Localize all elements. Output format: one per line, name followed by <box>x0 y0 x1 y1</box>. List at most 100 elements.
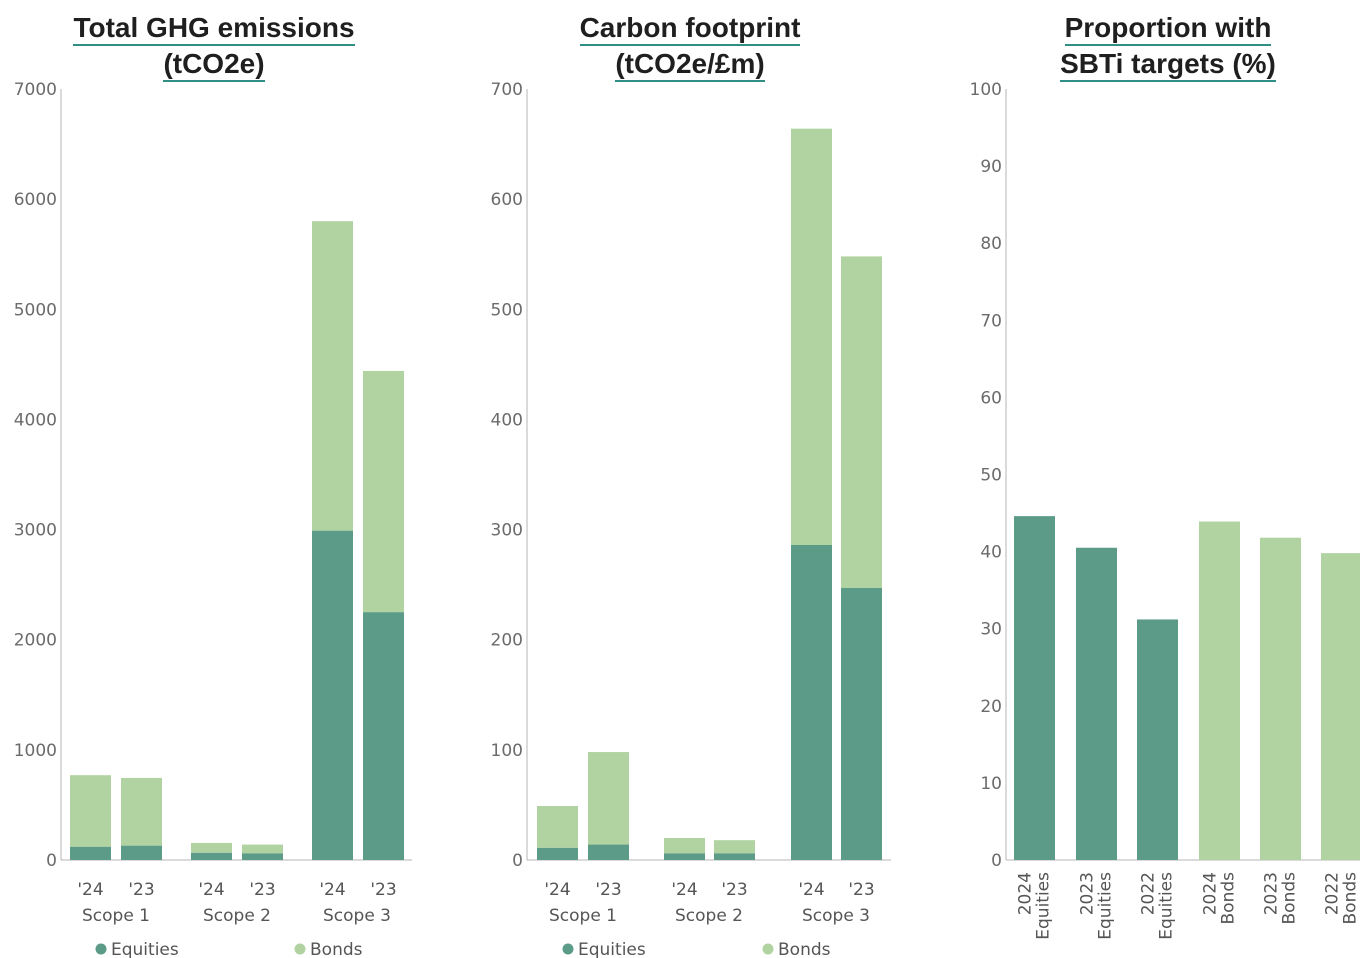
c1-bar-equities <box>537 847 578 860</box>
c0-group-label: Scope 1 <box>82 906 150 926</box>
c2-y-tick-label: 70 <box>980 311 1002 331</box>
c0-legend-bonds-marker <box>294 943 306 955</box>
c2-x-tick-label-year: 2023 <box>1262 872 1282 915</box>
c2-y-tick-label: 100 <box>970 80 1002 100</box>
c1-legend-bonds-label: Bonds <box>778 940 831 958</box>
chart-title-sbti-line1: Proportion with <box>1064 11 1272 46</box>
c2-x-tick-label-year: 2024 <box>1201 872 1221 915</box>
c2-y-tick-label: 30 <box>980 620 1002 640</box>
c0-legend-equities-label: Equities <box>111 940 179 958</box>
c2-y-tick-label: 0 <box>991 851 1002 871</box>
c1-bar-equities <box>588 844 629 860</box>
c0-bar-bonds <box>242 844 283 854</box>
c0-y-tick-label: 0 <box>46 851 57 871</box>
c0-group-label: Scope 2 <box>203 906 271 926</box>
c2-bar <box>1076 547 1117 860</box>
c0-legend-bonds-label: Bonds <box>310 940 363 958</box>
chart-title-ghg-line2: (tCO2e) <box>163 47 265 82</box>
c0-x-tick-label: '24 <box>77 880 103 900</box>
c2-y-tick-label: 80 <box>980 234 1002 254</box>
c2-x-tick-label-year: 2023 <box>1078 872 1098 915</box>
c0-y-tick-label: 2000 <box>14 631 57 651</box>
c2-x-tick-label-asset: Bonds <box>1341 872 1360 925</box>
c0-y-tick-label: 4000 <box>14 410 57 430</box>
c0-bar-bonds <box>363 370 404 613</box>
c1-y-tick-label: 100 <box>491 741 523 761</box>
c2-y-tick-label: 40 <box>980 543 1002 563</box>
c1-group-label: Scope 2 <box>675 906 743 926</box>
c2-y-tick-label: 20 <box>980 697 1002 717</box>
c2-x-tick-label-year: 2024 <box>1016 872 1036 915</box>
c1-y-tick-label: 600 <box>491 190 523 210</box>
c0-y-tick-label: 7000 <box>14 80 57 100</box>
chart-title-footprint-line1: Carbon footprint <box>579 11 801 46</box>
chart-title-ghg: Total GHG emissions (tCO2e) <box>34 10 394 82</box>
c0-x-tick-label: '24 <box>198 880 224 900</box>
c2-y-tick-label: 10 <box>980 774 1002 794</box>
c2-bar <box>1137 619 1178 860</box>
c0-bar-bonds <box>121 777 162 846</box>
c1-bar-equities <box>841 587 882 860</box>
c2-x-tick-label-asset: Bonds <box>1280 872 1300 925</box>
c2-y-tick-label: 60 <box>980 388 1002 408</box>
c2-y-tick-label: 50 <box>980 466 1002 486</box>
c0-group-label: Scope 3 <box>323 906 391 926</box>
c0-bar-equities <box>70 846 111 860</box>
c1-y-tick-label: 400 <box>491 410 523 430</box>
c1-bar-bonds <box>588 752 629 845</box>
c0-legend-equities-marker <box>95 943 107 955</box>
c1-bar-bonds <box>841 256 882 588</box>
c0-y-tick-label: 1000 <box>14 741 57 761</box>
c2-x-tick-label-year: 2022 <box>1323 872 1343 915</box>
c0-bar-bonds <box>312 221 353 531</box>
c0-y-tick-label: 5000 <box>14 300 57 320</box>
c1-bar-bonds <box>791 128 832 545</box>
c0-x-tick-label: '23 <box>370 880 396 900</box>
c2-x-tick-label-asset: Equities <box>1157 872 1177 940</box>
chart-title-ghg-line1: Total GHG emissions <box>73 11 355 46</box>
c0-bar-equities <box>121 845 162 860</box>
c1-bar-bonds <box>664 837 705 854</box>
c2-x-tick-label-asset: Equities <box>1096 872 1116 940</box>
c2-x-tick-label-asset: Bonds <box>1219 872 1239 925</box>
c1-y-tick-label: 300 <box>491 521 523 541</box>
c0-bar-bonds <box>191 842 232 853</box>
c2-bar <box>1014 516 1055 860</box>
c2-bar <box>1260 537 1301 860</box>
c0-x-tick-label: '24 <box>319 880 345 900</box>
c1-bar-bonds <box>714 840 755 854</box>
c0-y-tick-label: 6000 <box>14 190 57 210</box>
chart-title-footprint-line2: (tCO2e/£m) <box>615 47 765 82</box>
c2-x-tick-label-asset: Equities <box>1034 872 1054 940</box>
c1-legend-equities-marker <box>562 943 574 955</box>
c0-bar-bonds <box>70 775 111 847</box>
c1-x-tick-label: '24 <box>544 880 570 900</box>
chart-title-footprint: Carbon footprint (tCO2e/£m) <box>510 10 870 82</box>
c1-y-tick-label: 200 <box>491 631 523 651</box>
c1-legend-bonds-marker <box>762 943 774 955</box>
c1-y-tick-label: 0 <box>512 851 523 871</box>
c1-bar-equities <box>714 853 755 860</box>
c0-y-tick-label: 3000 <box>14 521 57 541</box>
c0-bar-equities <box>191 852 232 860</box>
c1-y-tick-label: 500 <box>491 300 523 320</box>
c1-group-label: Scope 1 <box>549 906 617 926</box>
c0-bar-equities <box>312 530 353 860</box>
c0-bar-equities <box>363 612 404 860</box>
c2-y-tick-label: 90 <box>980 157 1002 177</box>
c1-x-tick-label: '23 <box>595 880 621 900</box>
c2-bar <box>1199 521 1240 860</box>
c2-bar <box>1321 553 1360 860</box>
chart-title-sbti: Proportion with SBTi targets (%) <box>988 10 1348 82</box>
c0-x-tick-label: '23 <box>249 880 275 900</box>
c0-x-tick-label: '23 <box>128 880 154 900</box>
c2-x-tick-label-year: 2022 <box>1139 872 1159 915</box>
c1-bar-equities <box>664 853 705 860</box>
c1-x-tick-label: '23 <box>721 880 747 900</box>
c1-x-tick-label: '24 <box>798 880 824 900</box>
chart-title-sbti-line2: SBTi targets (%) <box>1060 47 1276 82</box>
c1-legend-equities-label: Equities <box>578 940 646 958</box>
c0-bar-equities <box>242 853 283 860</box>
c1-group-label: Scope 3 <box>802 906 870 926</box>
